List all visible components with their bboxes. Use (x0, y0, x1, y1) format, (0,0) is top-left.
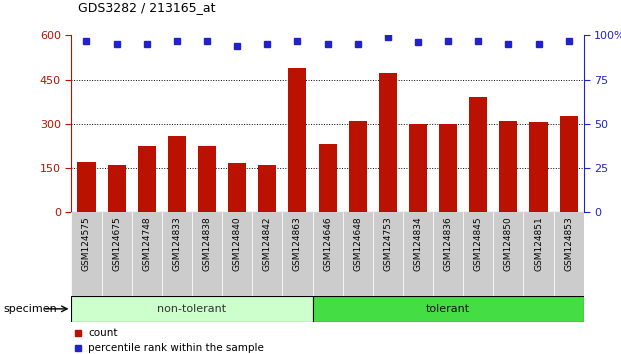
Bar (319, 144, 337, 212)
Text: GSM124748: GSM124748 (142, 217, 152, 271)
Text: GSM124850: GSM124850 (504, 217, 513, 271)
Bar (283, 212, 312, 296)
Bar (132, 212, 162, 296)
Bar (493, 212, 524, 296)
Bar (530, 122, 548, 212)
Bar (379, 73, 397, 212)
Text: specimen: specimen (3, 304, 57, 314)
Bar (168, 136, 186, 212)
Bar (138, 146, 156, 212)
Bar (553, 212, 584, 296)
Bar (433, 212, 463, 296)
Bar (198, 146, 216, 212)
Text: GSM124648: GSM124648 (353, 217, 362, 271)
Text: count: count (88, 328, 118, 338)
Bar (102, 212, 132, 296)
Bar (560, 116, 578, 212)
Text: GSM124853: GSM124853 (564, 217, 573, 271)
Text: GSM124675: GSM124675 (112, 217, 121, 271)
Text: GSM124833: GSM124833 (173, 217, 181, 271)
Bar (343, 212, 373, 296)
Bar (524, 212, 553, 296)
Bar (409, 124, 427, 212)
Text: GSM124753: GSM124753 (383, 217, 392, 271)
Bar (107, 165, 125, 212)
Bar (228, 163, 246, 212)
Bar (71, 212, 102, 296)
Text: GSM124838: GSM124838 (202, 217, 212, 271)
Text: non-tolerant: non-tolerant (157, 304, 227, 314)
Text: GDS3282 / 213165_at: GDS3282 / 213165_at (78, 1, 215, 14)
Text: GSM124845: GSM124845 (474, 217, 483, 271)
Bar (312, 212, 343, 296)
Bar (252, 212, 283, 296)
Bar (258, 165, 276, 212)
Bar (288, 68, 307, 212)
Bar (348, 121, 367, 212)
Text: tolerant: tolerant (426, 304, 470, 314)
Bar (71, 296, 312, 322)
Text: percentile rank within the sample: percentile rank within the sample (88, 343, 264, 353)
Text: GSM124863: GSM124863 (293, 217, 302, 271)
Bar (162, 212, 192, 296)
Bar (463, 212, 493, 296)
Text: GSM124851: GSM124851 (534, 217, 543, 271)
Text: GSM124840: GSM124840 (233, 217, 242, 271)
Text: GSM124646: GSM124646 (323, 217, 332, 271)
Text: GSM124836: GSM124836 (443, 217, 453, 271)
Bar (499, 121, 517, 212)
Bar (469, 97, 487, 212)
Bar (192, 212, 222, 296)
Bar (222, 212, 252, 296)
Text: GSM124834: GSM124834 (414, 217, 422, 271)
Text: GSM124575: GSM124575 (82, 217, 91, 271)
Bar (373, 212, 403, 296)
Text: GSM124842: GSM124842 (263, 217, 272, 271)
Bar (312, 296, 584, 322)
Bar (403, 212, 433, 296)
Bar (78, 162, 96, 212)
Bar (439, 124, 457, 212)
